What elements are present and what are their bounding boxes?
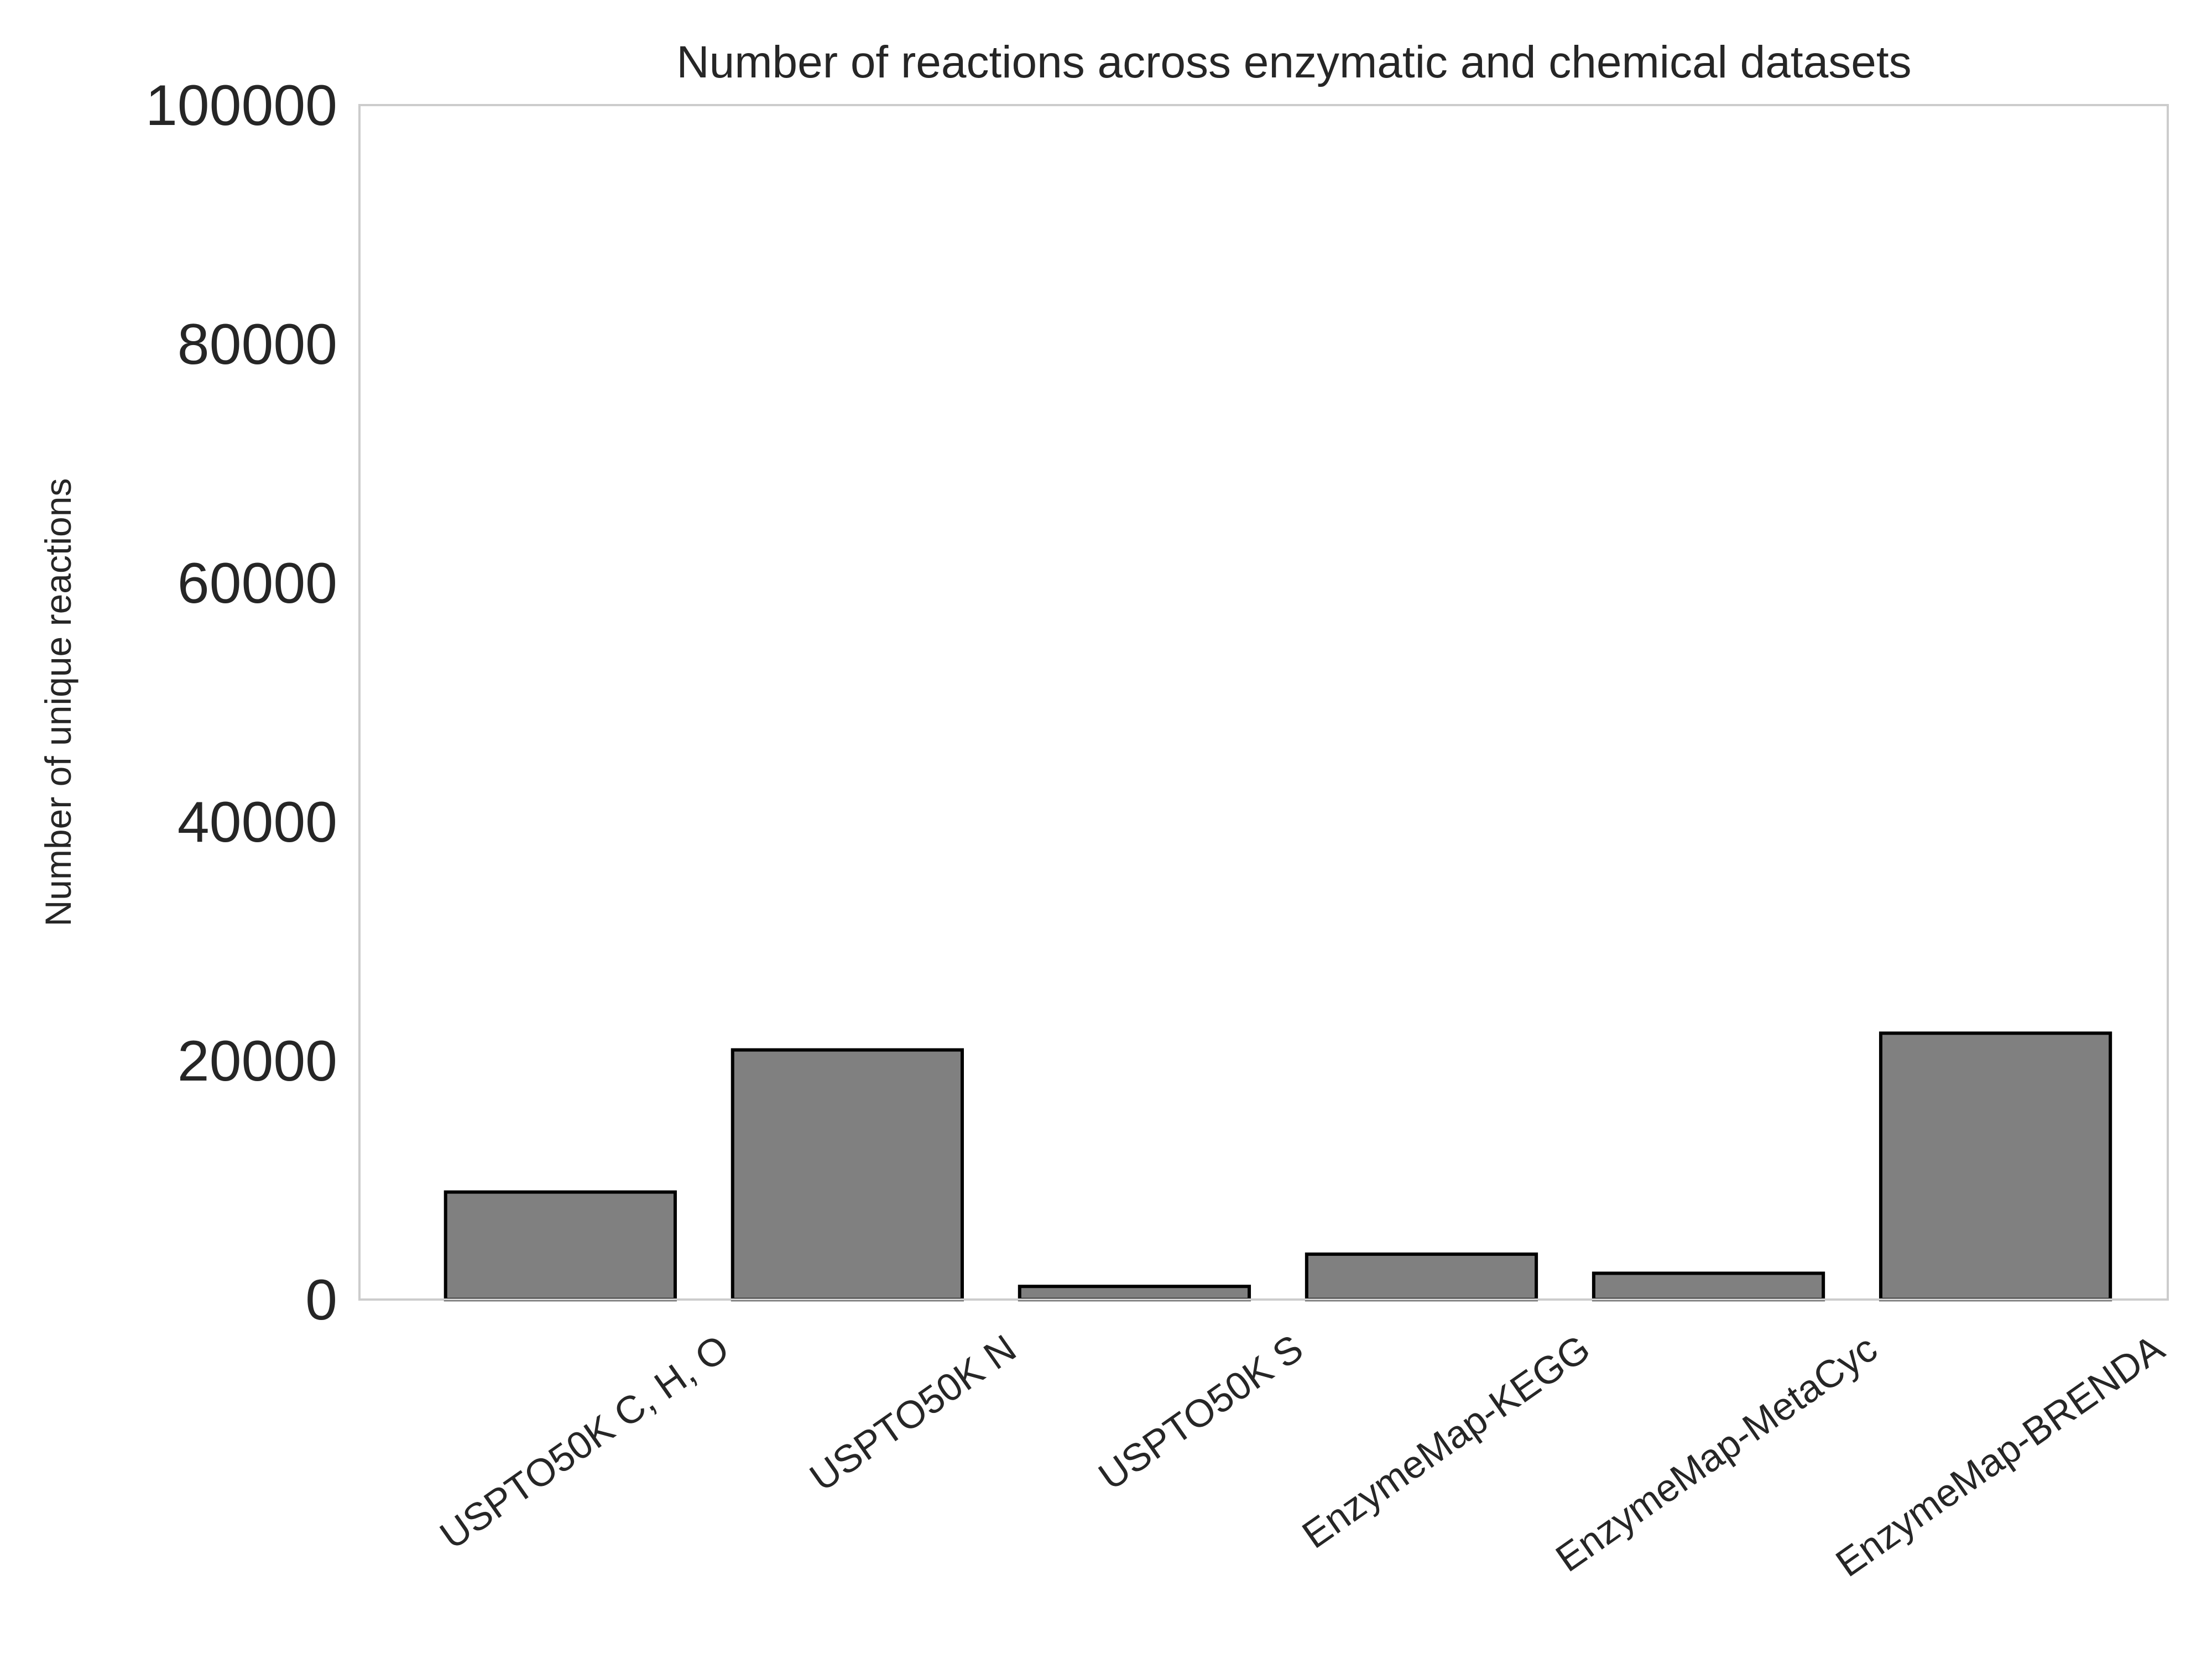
y-tick-label: 80000 bbox=[178, 312, 337, 377]
y-tick-label: 60000 bbox=[178, 551, 337, 615]
bar-3 bbox=[1305, 1252, 1538, 1301]
x-tick-label: EnzymeMap-MetaCyc bbox=[1548, 1326, 1885, 1580]
bars bbox=[444, 1031, 2112, 1302]
bar-1 bbox=[731, 1048, 964, 1302]
x-axis-ticks: USPTO50K C, H, O USPTO50K N USPTO50K SEnzy… bbox=[432, 1326, 2172, 1585]
y-tick-label: 0 bbox=[305, 1268, 337, 1332]
x-tick-label: EnzymeMap-KEGG bbox=[1295, 1326, 1598, 1556]
y-axis-label: Number of unique reactions bbox=[38, 478, 79, 927]
x-tick-label: USPTO50K N bbox=[802, 1326, 1024, 1499]
y-tick-label: 40000 bbox=[178, 790, 337, 854]
x-tick-label: USPTO50K S bbox=[1091, 1326, 1311, 1498]
y-axis-ticks: 0 20000 40000 60000 80000 100000 bbox=[145, 74, 337, 1332]
y-tick-label: 20000 bbox=[178, 1029, 337, 1093]
y-tick-label: 100000 bbox=[145, 74, 337, 138]
bar-5 bbox=[1879, 1031, 2112, 1301]
bar-4 bbox=[1592, 1271, 1825, 1301]
x-tick-label: USPTO50K C, H, O bbox=[432, 1326, 737, 1557]
chart-title: Number of reactions across enzymatic and… bbox=[676, 37, 1911, 87]
bar-0 bbox=[444, 1190, 677, 1302]
plot-frame bbox=[358, 104, 2169, 1301]
bar-2 bbox=[1018, 1285, 1251, 1301]
